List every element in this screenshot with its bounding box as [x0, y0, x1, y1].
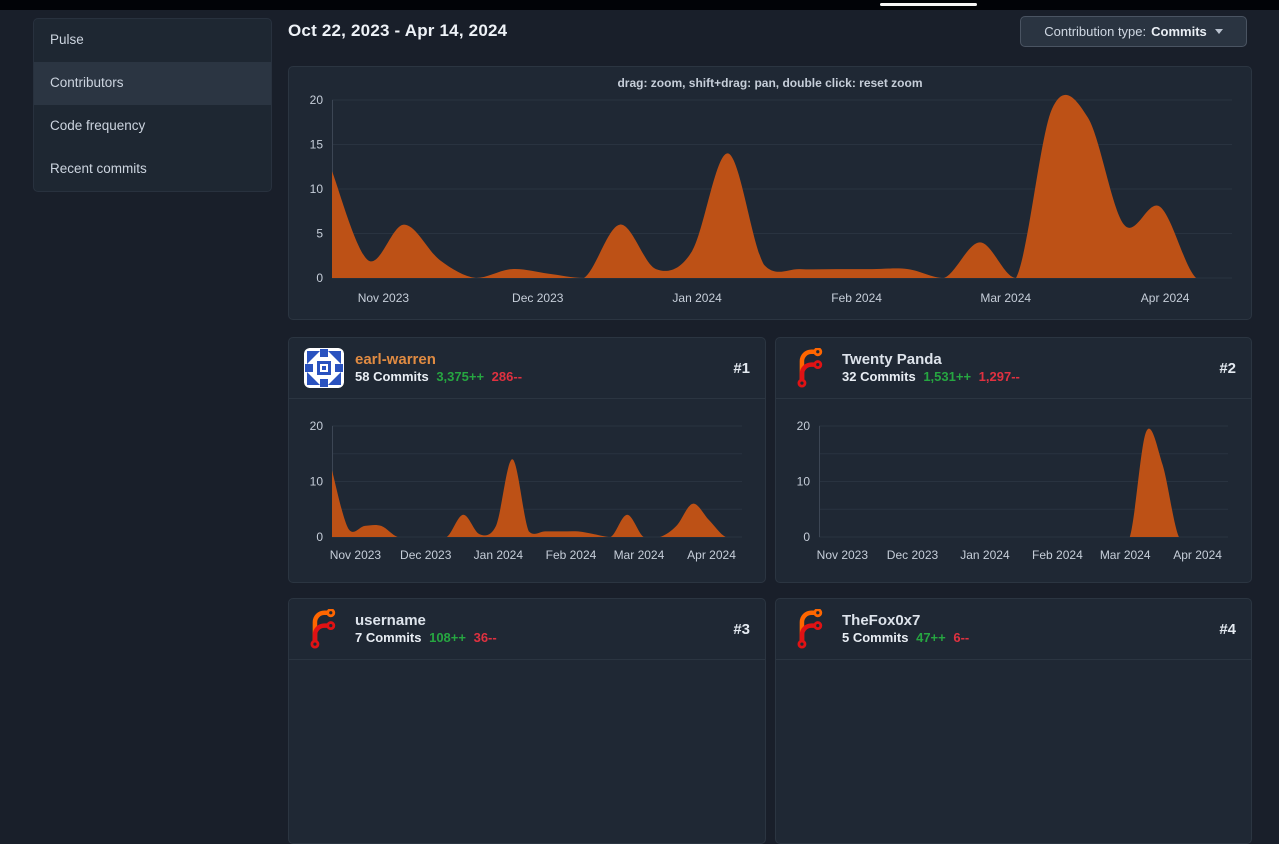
svg-text:10: 10 [310, 182, 324, 196]
contributions-chart-panel: drag: zoom, shift+drag: pan, double clic… [288, 66, 1252, 320]
contributor-area-chart[interactable]: 0 10 20 Nov 2023 Dec 2023 Jan 2024 Feb 2024 Mar… [289, 399, 763, 582]
contributor-meta: earl-warren 58 Commits 3,375++ 286-- [355, 351, 723, 385]
svg-text:0: 0 [803, 530, 810, 544]
contributor-card: TheFox0x7 5 Commits 47++ 6-- #4 [775, 598, 1252, 844]
svg-text:Mar 2024: Mar 2024 [1100, 548, 1151, 562]
commit-count: 5 Commits [842, 630, 909, 645]
contributor-area-chart[interactable]: 0 10 20 Nov 2023 Dec 2023 Jan 2024 Feb 2024 Mar… [776, 399, 1249, 582]
svg-text:Dec 2023: Dec 2023 [887, 548, 939, 562]
svg-text:Nov 2023: Nov 2023 [817, 548, 869, 562]
deletions-count: 1,297-- [978, 369, 1020, 384]
svg-text:Feb 2024: Feb 2024 [831, 291, 882, 305]
svg-text:15: 15 [310, 138, 324, 152]
contributor-stats: 5 Commits 47++ 6-- [842, 630, 1209, 646]
contributor-card-header: username 7 Commits 108++ 36-- #3 [289, 599, 765, 660]
svg-text:10: 10 [797, 475, 811, 489]
contribution-type-dropdown[interactable]: Contribution type: Commits [1020, 16, 1247, 47]
chevron-down-icon [1214, 29, 1223, 34]
contribution-type-label: Contribution type: [1044, 24, 1147, 39]
svg-text:Mar 2024: Mar 2024 [614, 548, 665, 562]
contributor-rank: #2 [1219, 359, 1236, 377]
contributor-rank: #4 [1219, 620, 1236, 638]
contributor-meta: username 7 Commits 108++ 36-- [355, 612, 723, 646]
svg-text:5: 5 [316, 227, 323, 241]
commit-count: 7 Commits [355, 630, 422, 645]
sidebar-item-recent-commits[interactable]: Recent commits [50, 161, 147, 176]
svg-text:Apr 2024: Apr 2024 [1173, 548, 1222, 562]
deletions-count: 36-- [473, 630, 497, 645]
commit-count: 58 Commits [355, 369, 429, 384]
contributor-stats: 7 Commits 108++ 36-- [355, 630, 723, 646]
svg-text:20: 20 [310, 419, 324, 433]
additions-count: 47++ [916, 630, 946, 645]
contributor-name-link[interactable]: earl-warren [355, 351, 436, 368]
contributor-avatar-forgejo-logo[interactable] [791, 609, 831, 649]
contributor-rank: #1 [733, 359, 750, 377]
date-range-title: Oct 22, 2023 - Apr 14, 2024 [288, 21, 508, 40]
svg-text:Jan 2024: Jan 2024 [474, 548, 524, 562]
sidebar-item-code-frequency[interactable]: Code frequency [50, 118, 146, 133]
contributor-card-header: TheFox0x7 5 Commits 47++ 6-- #4 [776, 599, 1251, 660]
deletions-count: 286-- [491, 369, 523, 384]
svg-text:Feb 2024: Feb 2024 [546, 548, 597, 562]
contributor-name-link[interactable]: Twenty Panda [842, 351, 942, 368]
svg-text:20: 20 [797, 419, 811, 433]
commit-count: 32 Commits [842, 369, 916, 384]
svg-text:Dec 2023: Dec 2023 [400, 548, 452, 562]
contributor-meta: Twenty Panda 32 Commits 1,531++ 1,297-- [842, 351, 1209, 385]
contributor-meta: TheFox0x7 5 Commits 47++ 6-- [842, 612, 1209, 646]
contributor-name-link[interactable]: username [355, 612, 426, 629]
contributor-stats: 32 Commits 1,531++ 1,297-- [842, 369, 1209, 385]
svg-text:0: 0 [316, 530, 323, 544]
contribution-type-value: Commits [1151, 24, 1207, 39]
contributor-rank: #3 [733, 620, 750, 638]
additions-count: 1,531++ [923, 369, 972, 384]
svg-text:20: 20 [310, 93, 324, 107]
contributor-card-header: earl-warren 58 Commits 3,375++ 286-- #1 [289, 338, 765, 399]
contributor-card: Twenty Panda 32 Commits 1,531++ 1,297-- … [775, 337, 1252, 583]
contributor-card: username 7 Commits 108++ 36-- #3 [288, 598, 766, 844]
additions-count: 3,375++ [436, 369, 485, 384]
contributions-area-chart[interactable]: 0 5 10 15 20 Nov 2023 Dec 2023 Jan 2024 Feb 2024… [289, 67, 1251, 319]
active-tab-indicator [880, 3, 977, 6]
svg-text:Mar 2024: Mar 2024 [980, 291, 1031, 305]
deletions-count: 6-- [953, 630, 970, 645]
svg-text:Feb 2024: Feb 2024 [1032, 548, 1083, 562]
svg-text:Apr 2024: Apr 2024 [1141, 291, 1190, 305]
svg-text:Dec 2023: Dec 2023 [512, 291, 564, 305]
activity-sidebar: Pulse Contributors Code frequency Recent… [33, 18, 272, 192]
svg-text:Nov 2023: Nov 2023 [358, 291, 410, 305]
contributor-avatar-forgejo-logo[interactable] [791, 348, 831, 388]
svg-text:Nov 2023: Nov 2023 [330, 548, 382, 562]
contributor-name-link[interactable]: TheFox0x7 [842, 612, 921, 629]
contributor-avatar-identicon[interactable] [304, 348, 344, 388]
svg-text:Jan 2024: Jan 2024 [960, 548, 1010, 562]
additions-count: 108++ [429, 630, 466, 645]
svg-text:Apr 2024: Apr 2024 [687, 548, 736, 562]
contributor-card-header: Twenty Panda 32 Commits 1,531++ 1,297-- … [776, 338, 1251, 399]
chart-zoom-hint: drag: zoom, shift+drag: pan, double clic… [617, 76, 923, 90]
contributor-avatar-forgejo-logo[interactable] [304, 609, 344, 649]
svg-text:10: 10 [310, 475, 324, 489]
browser-topbar [0, 0, 1279, 10]
sidebar-item-contributors[interactable]: Contributors [34, 62, 271, 105]
contributor-stats: 58 Commits 3,375++ 286-- [355, 369, 723, 385]
svg-text:Jan 2024: Jan 2024 [672, 291, 722, 305]
sidebar-item-pulse[interactable]: Pulse [50, 32, 84, 47]
contributor-card: earl-warren 58 Commits 3,375++ 286-- #1 … [288, 337, 766, 583]
svg-text:0: 0 [316, 271, 323, 285]
